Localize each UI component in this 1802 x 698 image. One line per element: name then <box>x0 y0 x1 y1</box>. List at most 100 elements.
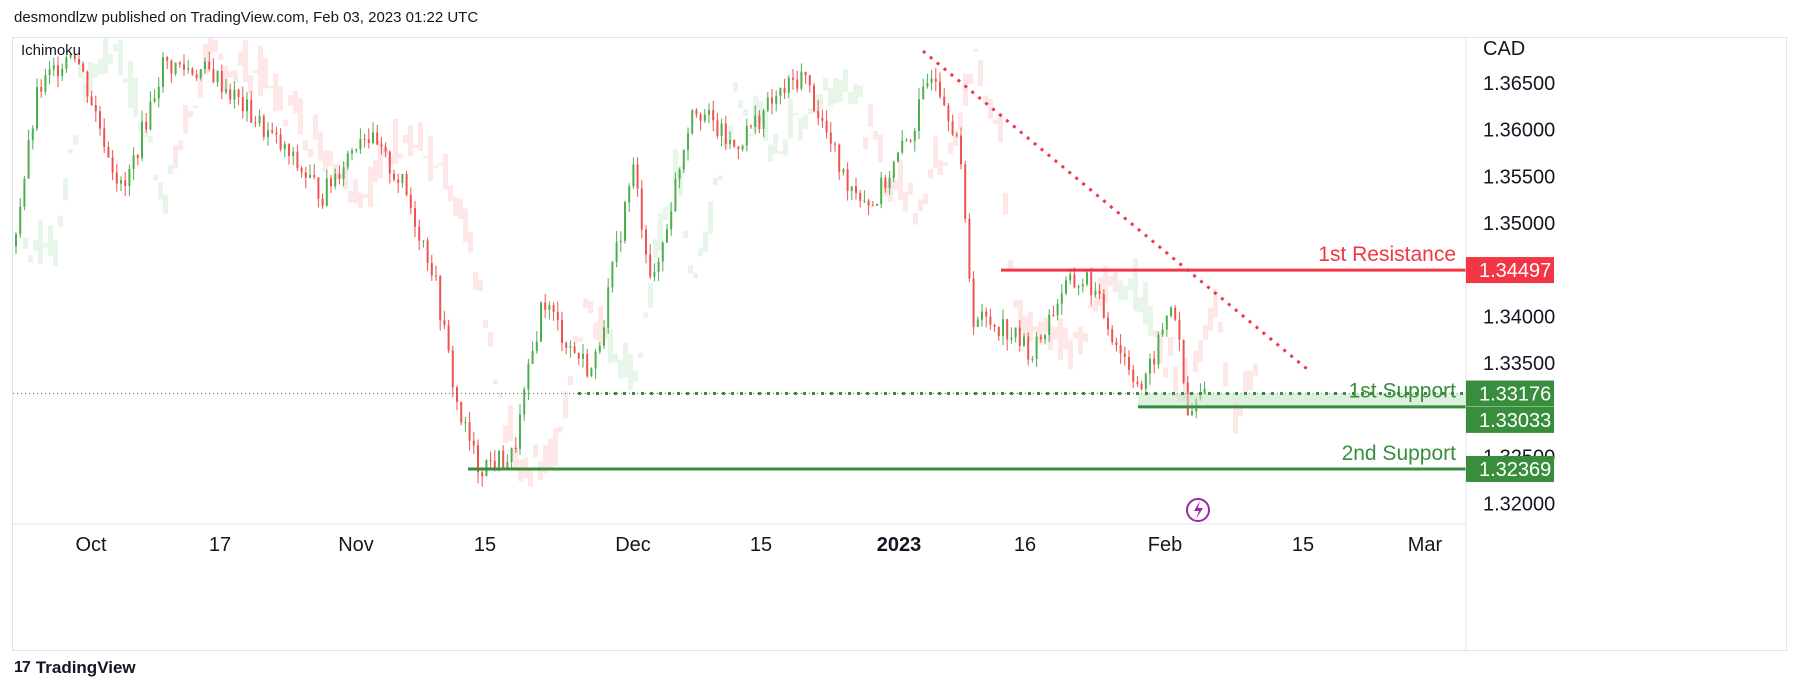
candle-body <box>430 263 433 276</box>
candle-body <box>720 123 723 136</box>
cloud-segment <box>923 193 928 205</box>
candle-body <box>678 169 681 179</box>
candle-body <box>1098 291 1101 294</box>
ichimoku-cloud <box>23 38 1258 487</box>
candle-body <box>397 179 400 183</box>
time-tick: Dec <box>615 534 651 556</box>
lightning-icon[interactable] <box>1186 498 1210 522</box>
cloud-segment <box>888 176 893 202</box>
publisher-header: desmondlzw published on TradingView.com,… <box>14 9 479 26</box>
candle-body <box>69 54 72 58</box>
candle-body <box>157 86 160 99</box>
candle-body <box>514 448 517 450</box>
candle-body <box>233 89 236 100</box>
cloud-segment <box>1118 280 1123 301</box>
cloud-segment <box>1253 363 1258 376</box>
candle-body <box>31 128 34 141</box>
candle-body <box>1136 381 1139 384</box>
cloud-segment <box>968 73 973 85</box>
candle-body <box>674 178 677 212</box>
candle-body <box>355 149 358 151</box>
time-tick: 15 <box>474 534 496 556</box>
cloud-segment <box>1158 331 1163 364</box>
chart-frame[interactable]: 1st Resistance 1st Support 2nd Support Ich… <box>12 37 1788 652</box>
candle-body <box>1149 358 1151 374</box>
cloud-segment <box>583 298 588 309</box>
cloud-segment <box>1028 311 1033 342</box>
cloud-segment <box>398 153 403 159</box>
candle-body <box>1178 319 1181 340</box>
candle-body <box>703 114 706 121</box>
candle-body <box>661 242 664 262</box>
cloud-segment <box>178 140 183 151</box>
candle-body <box>166 57 169 61</box>
cloud-segment <box>308 149 313 157</box>
candle-body <box>569 346 572 348</box>
price-tag-text: 1.34497 <box>1479 260 1551 282</box>
time-tick: 16 <box>1014 534 1036 556</box>
cloud-segment <box>128 60 133 109</box>
cloud-segment <box>1083 332 1088 342</box>
cloud-segment <box>973 48 978 52</box>
time-tick: 15 <box>750 534 772 556</box>
cloud-segment <box>673 148 678 183</box>
candle-body <box>1107 317 1109 330</box>
candle-body <box>619 240 622 243</box>
candle-body <box>342 167 345 179</box>
candle-body <box>876 204 878 206</box>
candle-body <box>477 445 479 473</box>
price-tag: 1.33033 <box>1466 406 1554 433</box>
cloud-segment <box>1203 324 1208 341</box>
cloud-segment <box>1223 362 1228 387</box>
candle-body <box>409 194 412 209</box>
cloud-segment <box>638 352 643 359</box>
price-chart[interactable]: 1st Resistance 1st Support 2nd Support Ich… <box>13 38 1788 652</box>
candle-body <box>884 177 887 188</box>
candle-body <box>981 311 983 320</box>
candle-body <box>573 346 576 353</box>
cloud-segment <box>928 168 933 179</box>
candle-body <box>52 65 55 70</box>
candle-body <box>439 275 442 321</box>
candle-body <box>195 74 198 78</box>
cloud-segment <box>933 136 938 168</box>
candle-body <box>955 134 958 136</box>
candle-body <box>246 99 248 112</box>
candle-body <box>128 168 131 187</box>
candle-body <box>880 177 883 205</box>
candle-body <box>947 105 950 122</box>
cloud-segment <box>253 70 258 74</box>
candle-body <box>863 200 866 202</box>
candle-body <box>913 130 916 142</box>
cloud-segment <box>938 160 943 175</box>
cloud-segment <box>463 208 468 243</box>
cloud-segment <box>48 225 53 257</box>
candle-body <box>838 144 841 173</box>
cloud-segment <box>743 109 748 117</box>
candle-body <box>78 59 80 64</box>
cloud-segment <box>553 428 558 466</box>
time-tick: Mar <box>1408 534 1443 556</box>
candle-body <box>86 71 89 97</box>
cloud-segment <box>1058 318 1063 360</box>
price-tick: 1.33500 <box>1483 353 1555 375</box>
candle-body <box>510 448 513 462</box>
cloud-segment <box>988 98 993 120</box>
candle-body <box>918 99 920 131</box>
cloud-segment <box>1068 339 1073 369</box>
price-tick: 1.36500 <box>1483 73 1555 95</box>
cloud-segment <box>278 85 283 111</box>
candle-body <box>611 262 614 288</box>
candle-body <box>1170 307 1172 317</box>
cloud-segment <box>1233 402 1238 434</box>
candle-body <box>976 319 979 327</box>
cloud-segment <box>543 444 548 474</box>
cloud-segment <box>1143 282 1148 325</box>
candle-body <box>40 87 43 92</box>
cloud-segment <box>468 231 473 253</box>
cloud-segment <box>303 140 308 151</box>
cloud-segment <box>488 332 493 347</box>
price-tag-bg <box>1466 406 1554 433</box>
cloud-segment <box>1043 317 1048 333</box>
cloud-segment <box>1063 327 1068 350</box>
